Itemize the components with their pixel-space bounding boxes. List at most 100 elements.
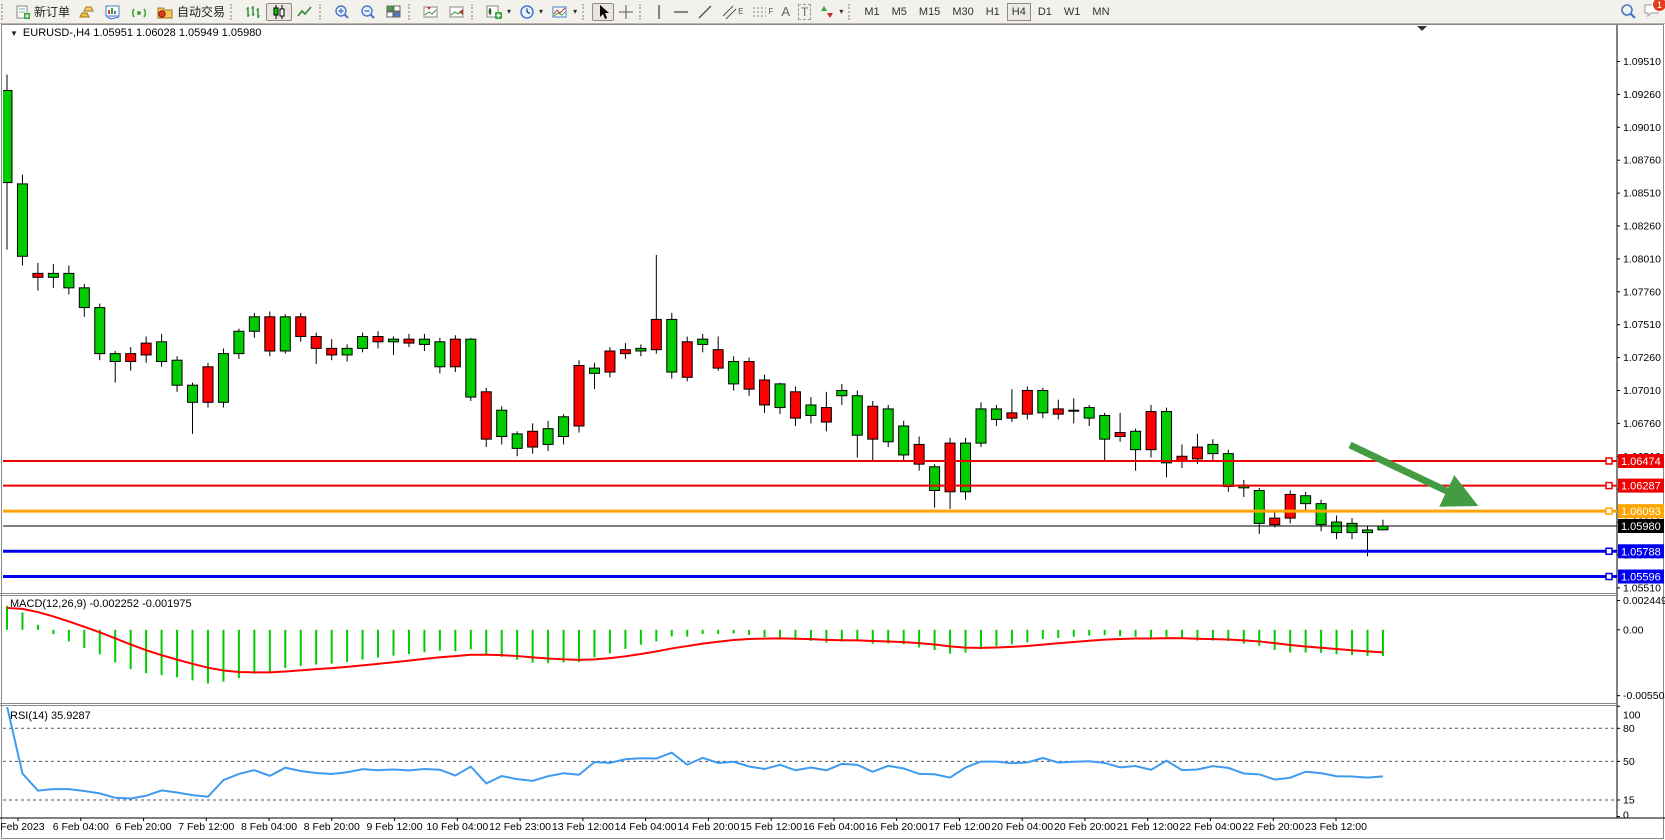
toolbar-right: 1 xyxy=(1620,0,1665,23)
zoom-out-button[interactable] xyxy=(355,3,381,21)
line-chart-button[interactable] xyxy=(292,3,318,21)
line-handle[interactable] xyxy=(1605,481,1613,490)
templates-button[interactable]: ▾ xyxy=(547,3,581,21)
equidistant-channel-button[interactable]: E xyxy=(717,3,747,21)
candle-body xyxy=(542,428,554,445)
candle-body xyxy=(403,338,415,344)
timeframe-m5[interactable]: M5 xyxy=(891,5,907,18)
history-center-button[interactable] xyxy=(74,3,100,21)
timeframe-h1[interactable]: H1 xyxy=(985,5,1000,18)
collapse-chart-icon[interactable]: ▼ xyxy=(10,28,18,38)
candle-body xyxy=(233,330,245,355)
main-toolbar: 新订单 xyxy=(0,0,1665,24)
candle-body xyxy=(697,338,709,345)
toolbar-grip[interactable] xyxy=(319,3,328,20)
macd-tick-label: -0.005504 xyxy=(1623,690,1665,702)
chart-shift-icon xyxy=(423,6,438,17)
candle-body xyxy=(32,272,44,278)
timeframe-m15[interactable]: M15 xyxy=(918,5,941,18)
line-handle[interactable] xyxy=(1605,507,1613,515)
search-icon[interactable] xyxy=(1620,3,1637,20)
auto-scroll-icon xyxy=(449,6,464,17)
zoom-in-button[interactable] xyxy=(329,3,355,21)
toolbar-grip[interactable] xyxy=(1,3,10,20)
periods-button[interactable]: ▾ xyxy=(515,3,547,21)
timeframe-m1[interactable]: M1 xyxy=(864,5,880,18)
macd-indicator-label: MACD(12,26,9) -0.002252 -0.001975 xyxy=(10,598,192,610)
text-label-button[interactable]: T xyxy=(794,3,815,21)
autotrade-icon xyxy=(157,7,173,18)
notifications-button[interactable]: 1 xyxy=(1643,0,1665,21)
market-watch-button[interactable] xyxy=(100,3,126,21)
arrows-tool-button[interactable]: ▾ xyxy=(815,3,847,21)
toolbar-grip[interactable] xyxy=(639,3,648,20)
date-tick-label: 6 Feb 20:00 xyxy=(116,821,172,833)
price-tick-label: 1.08260 xyxy=(1623,220,1661,232)
candle-body xyxy=(449,338,461,368)
timeframe-h4[interactable]: H4 xyxy=(1006,2,1031,21)
line-handle[interactable] xyxy=(1605,572,1613,581)
candle-body xyxy=(1284,493,1296,519)
price-tag xyxy=(1618,519,1664,533)
bar-chart-button[interactable] xyxy=(240,3,266,21)
fibonacci-button[interactable]: F xyxy=(747,3,777,21)
time-axis[interactable]: 3 Feb 2023 6 Feb 04:00 6 Feb 20:00 7 Feb 12… xyxy=(0,818,1367,833)
vertical-line-button[interactable] xyxy=(649,3,669,21)
toolbar-grip[interactable] xyxy=(408,3,417,20)
date-tick-label: 12 Feb 23:00 xyxy=(489,821,551,833)
signals-button[interactable] xyxy=(126,3,152,21)
cursor-button[interactable] xyxy=(592,2,615,21)
candle-body xyxy=(650,318,662,351)
toolbar-grip[interactable] xyxy=(471,3,480,20)
text-tool-button[interactable]: A xyxy=(777,3,794,21)
trendline-button[interactable] xyxy=(693,3,717,21)
candle-body xyxy=(882,408,894,443)
line-handle[interactable] xyxy=(1605,547,1613,556)
date-tick-label: 15 Feb 12:00 xyxy=(740,821,802,833)
candlestick-chart-button[interactable] xyxy=(266,2,293,21)
date-tick-label: 13 Feb 12:00 xyxy=(552,821,614,833)
trend-arrow-annotation[interactable] xyxy=(1348,441,1479,507)
timeframe-d1[interactable]: D1 xyxy=(1037,5,1052,18)
candle-body xyxy=(1114,432,1126,438)
toolbar-grip[interactable] xyxy=(230,3,239,20)
candle-body xyxy=(465,338,477,398)
signal-icon xyxy=(131,8,147,17)
candle-body xyxy=(480,391,492,440)
toolbar-grip[interactable] xyxy=(848,3,857,20)
chart-shift-button[interactable] xyxy=(418,3,444,21)
auto-scroll-button[interactable] xyxy=(444,3,470,21)
candle-body xyxy=(527,430,539,448)
candle-body xyxy=(913,443,925,465)
timeframe-w1[interactable]: W1 xyxy=(1063,5,1081,18)
rsi-tick-label: 50 xyxy=(1623,756,1635,768)
candle-body xyxy=(1037,389,1049,414)
channel-letter: E xyxy=(738,7,744,16)
price-tag xyxy=(1618,504,1664,519)
horizontal-line-button[interactable] xyxy=(669,3,693,21)
candle-body xyxy=(867,405,879,440)
chart-title-bar: ▼ EURUSD-,H4 1.05951 1.06028 1.05949 1.0… xyxy=(10,27,261,39)
candle-body xyxy=(836,389,848,397)
chart-shift-marker[interactable] xyxy=(1417,26,1427,31)
candle-body xyxy=(805,404,817,416)
tile-windows-button[interactable] xyxy=(381,3,407,21)
autotrade-button[interactable]: 自动交易 xyxy=(152,3,229,21)
timeframe-mn[interactable]: MN xyxy=(1092,5,1110,18)
candle-body xyxy=(1130,430,1142,451)
price-tag-label: 1.05788 xyxy=(1621,546,1661,558)
crosshair-button[interactable] xyxy=(614,3,638,21)
timeframe-m30[interactable]: M30 xyxy=(952,5,974,18)
toolbar-grip[interactable] xyxy=(582,3,591,20)
date-tick-label: 16 Feb 20:00 xyxy=(866,821,928,833)
new-chart-button[interactable]: ▾ xyxy=(481,3,515,21)
new-order-button[interactable]: 新订单 xyxy=(11,3,74,21)
candle-body xyxy=(1315,503,1327,526)
crosshair-icon xyxy=(619,4,634,19)
rsi-line xyxy=(6,707,1384,800)
candle-body xyxy=(326,347,338,356)
line-handle[interactable] xyxy=(1605,457,1613,465)
market-watch-icon xyxy=(105,5,120,20)
